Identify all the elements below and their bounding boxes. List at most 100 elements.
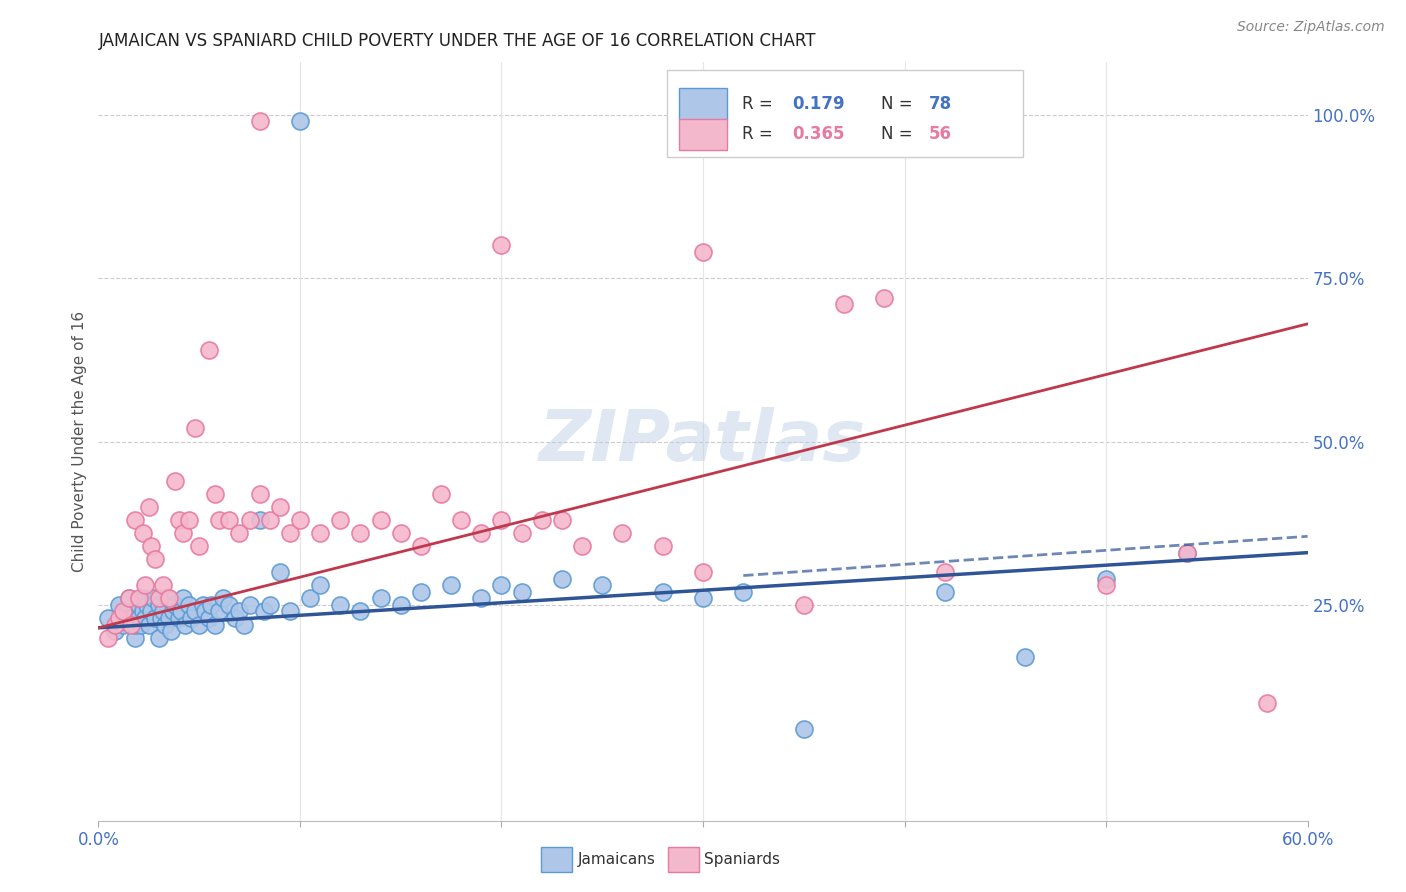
- Point: [232, 617, 254, 632]
- Point: [194, 605, 217, 619]
- Point: [142, 591, 165, 606]
- Point: [200, 598, 222, 612]
- Point: [278, 526, 301, 541]
- Point: [120, 617, 142, 632]
- Point: [118, 591, 141, 606]
- Point: [551, 513, 574, 527]
- Text: 78: 78: [929, 95, 952, 113]
- Text: 56: 56: [929, 126, 952, 144]
- Point: [128, 611, 150, 625]
- Point: [124, 513, 146, 527]
- FancyBboxPatch shape: [666, 70, 1024, 157]
- Point: [651, 539, 673, 553]
- Point: [259, 513, 281, 527]
- Point: [179, 513, 201, 527]
- Point: [153, 617, 176, 632]
- Point: [218, 513, 240, 527]
- Point: [208, 605, 231, 619]
- Point: [470, 526, 492, 541]
- Point: [138, 617, 160, 632]
- Point: [551, 572, 574, 586]
- Point: [218, 598, 240, 612]
- Point: [143, 552, 166, 566]
- Point: [172, 526, 194, 541]
- Point: [179, 598, 201, 612]
- Text: Spaniards: Spaniards: [704, 853, 780, 867]
- FancyBboxPatch shape: [679, 88, 727, 120]
- Point: [349, 526, 371, 541]
- Point: [138, 500, 160, 514]
- Point: [111, 605, 134, 619]
- Point: [288, 114, 311, 128]
- Point: [97, 631, 120, 645]
- Point: [873, 291, 896, 305]
- Point: [107, 598, 129, 612]
- Point: [224, 611, 246, 625]
- Point: [103, 617, 125, 632]
- Point: [389, 598, 412, 612]
- Text: Jamaicans: Jamaicans: [578, 853, 655, 867]
- Point: [163, 474, 186, 488]
- Point: [188, 617, 211, 632]
- Point: [299, 591, 322, 606]
- Point: [152, 578, 174, 592]
- Point: [329, 598, 352, 612]
- Point: [149, 611, 172, 625]
- Point: [115, 605, 138, 619]
- Point: [793, 598, 815, 612]
- Point: [107, 611, 129, 625]
- Point: [148, 591, 170, 606]
- Point: [249, 513, 271, 527]
- Point: [491, 238, 513, 252]
- Point: [128, 591, 150, 606]
- Point: [591, 578, 613, 592]
- Point: [370, 513, 392, 527]
- Point: [188, 539, 211, 553]
- Point: [135, 598, 157, 612]
- Point: [167, 513, 190, 527]
- Text: N =: N =: [880, 126, 918, 144]
- Point: [793, 722, 815, 736]
- Point: [228, 605, 250, 619]
- Point: [228, 526, 250, 541]
- Point: [198, 343, 221, 357]
- Point: [692, 591, 714, 606]
- Point: [198, 611, 221, 625]
- Point: [1256, 696, 1278, 710]
- Point: [139, 605, 162, 619]
- Point: [124, 617, 146, 632]
- Point: [278, 605, 301, 619]
- Point: [409, 585, 432, 599]
- Point: [162, 605, 184, 619]
- Point: [1095, 578, 1118, 592]
- Text: N =: N =: [880, 95, 918, 113]
- Point: [174, 617, 197, 632]
- Point: [97, 611, 120, 625]
- Point: [184, 605, 207, 619]
- Point: [239, 513, 262, 527]
- FancyBboxPatch shape: [679, 119, 727, 151]
- Point: [329, 513, 352, 527]
- Point: [571, 539, 593, 553]
- Point: [259, 598, 281, 612]
- Point: [111, 617, 134, 632]
- Point: [118, 591, 141, 606]
- Point: [692, 244, 714, 259]
- Point: [132, 605, 155, 619]
- Point: [132, 526, 155, 541]
- Point: [208, 513, 231, 527]
- Point: [491, 578, 513, 592]
- Text: ZIPatlas: ZIPatlas: [540, 407, 866, 476]
- Point: [180, 611, 202, 625]
- Point: [1095, 572, 1118, 586]
- Point: [510, 526, 533, 541]
- Y-axis label: Child Poverty Under the Age of 16: Child Poverty Under the Age of 16: [72, 311, 87, 572]
- Point: [124, 631, 146, 645]
- Point: [163, 598, 186, 612]
- Point: [288, 513, 311, 527]
- Point: [853, 114, 876, 128]
- Point: [139, 539, 162, 553]
- Point: [134, 611, 156, 625]
- Point: [249, 114, 271, 128]
- Point: [157, 611, 180, 625]
